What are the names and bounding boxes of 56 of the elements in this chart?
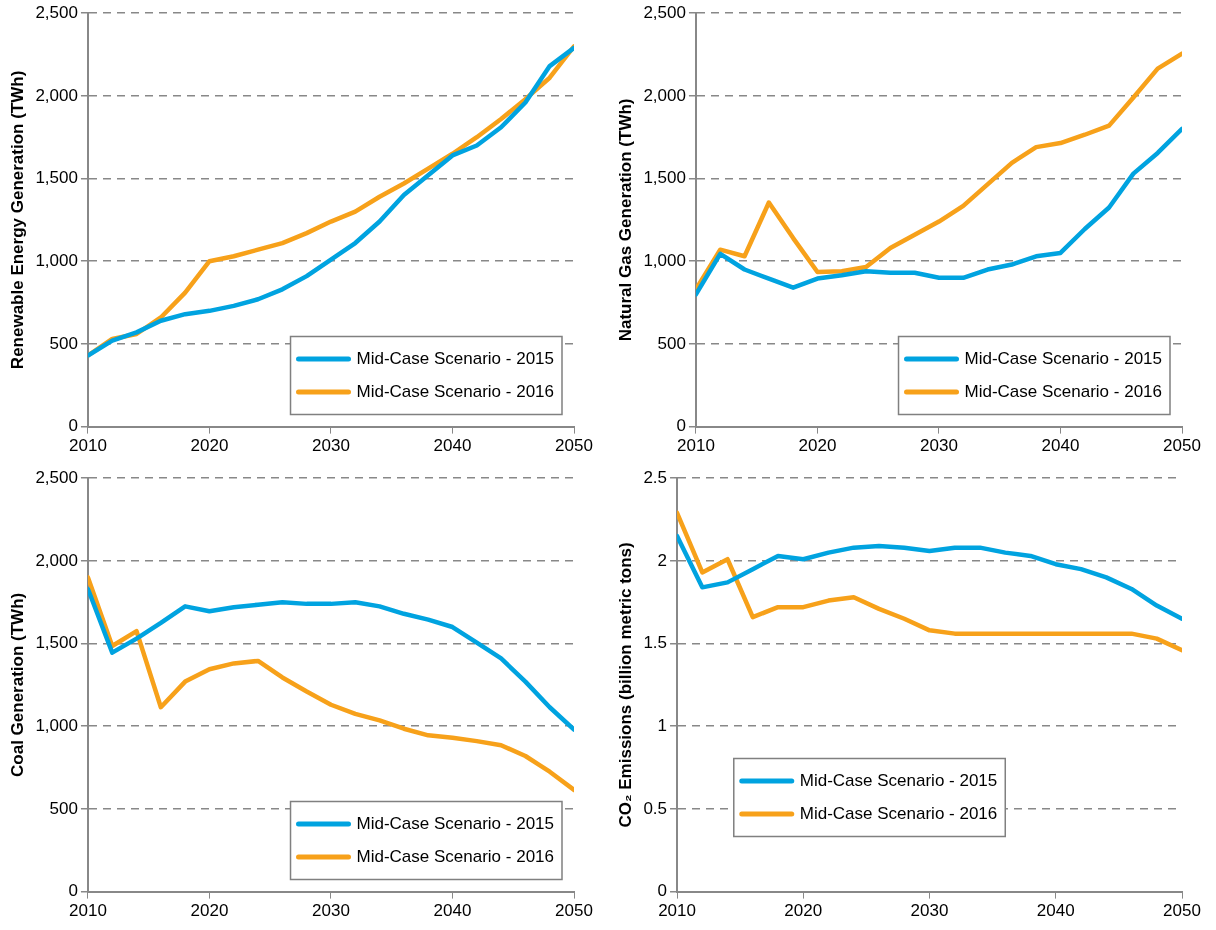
x-tick-label: 2040 <box>1041 436 1080 456</box>
y-tick-label: 2 <box>657 550 668 570</box>
legend-label: Mid-Case Scenario - 2015 <box>356 348 554 368</box>
y-tick-label: 2,000 <box>643 85 686 105</box>
x-tick-label: 2030 <box>910 901 949 921</box>
x-tick-label: 2010 <box>69 901 107 921</box>
y-axis-title: Coal Generation (TWh) <box>7 592 27 777</box>
x-tick-label: 2020 <box>784 901 823 921</box>
y-tick-label: 1,000 <box>35 250 78 270</box>
x-tick-label: 2050 <box>555 901 593 921</box>
y-tick-label: 500 <box>657 333 686 353</box>
y-tick-label: 1,500 <box>35 633 78 653</box>
y-tick-label: 1.5 <box>643 633 668 653</box>
y-tick-label: 500 <box>49 798 78 818</box>
x-tick-label: 2020 <box>190 901 229 921</box>
y-tick-label: 2.5 <box>643 467 668 487</box>
y-tick-label: 2,000 <box>35 85 78 105</box>
legend-label: Mid-Case Scenario - 2016 <box>356 381 554 401</box>
x-tick-label: 2010 <box>658 901 696 921</box>
y-axis-title: Natural Gas Generation (TWh) <box>615 98 635 342</box>
y-tick-label: 1,500 <box>35 168 78 188</box>
y-tick-label: 500 <box>49 333 78 353</box>
y-tick-label: 2,500 <box>643 2 686 22</box>
x-tick-label: 2040 <box>433 436 472 456</box>
x-tick-label: 2050 <box>1163 436 1201 456</box>
y-tick-label: 1 <box>657 715 668 735</box>
x-tick-label: 2010 <box>677 436 715 456</box>
x-tick-label: 2010 <box>69 436 107 456</box>
x-tick-label: 2040 <box>1036 901 1075 921</box>
y-tick-label: 2,500 <box>35 467 78 487</box>
x-tick-label: 2040 <box>433 901 472 921</box>
y-tick-label: 0 <box>68 881 78 901</box>
y-tick-label: 2,000 <box>35 550 78 570</box>
y-tick-label: 0 <box>676 416 686 436</box>
y-axis-title: CO₂ Emissions (billion metric tons) <box>615 542 635 828</box>
y-tick-label: 1,000 <box>35 715 78 735</box>
x-tick-label: 2030 <box>312 436 350 456</box>
x-tick-label: 2020 <box>190 436 229 456</box>
y-tick-label: 1,500 <box>643 168 686 188</box>
x-tick-label: 2020 <box>798 436 837 456</box>
x-tick-label: 2030 <box>312 901 350 921</box>
y-tick-label: 1,000 <box>643 250 686 270</box>
legend-label: Mid-Case Scenario - 2016 <box>356 846 554 866</box>
y-tick-label: 2,500 <box>35 2 78 22</box>
x-tick-label: 2050 <box>555 436 593 456</box>
x-tick-label: 2030 <box>920 436 958 456</box>
y-tick-label: 0 <box>68 416 78 436</box>
y-axis-title: Renewable Energy Generation (TWh) <box>7 70 27 370</box>
legend-label: Mid-Case Scenario - 2015 <box>799 770 998 790</box>
x-tick-label: 2050 <box>1163 901 1201 921</box>
legend-label: Mid-Case Scenario - 2015 <box>356 813 554 833</box>
y-tick-label: 0 <box>657 881 668 901</box>
y-tick-label: 0.5 <box>643 798 668 818</box>
legend-label: Mid-Case Scenario - 2016 <box>799 803 998 823</box>
legend-label: Mid-Case Scenario - 2016 <box>964 381 1162 401</box>
legend-label: Mid-Case Scenario - 2015 <box>964 348 1162 368</box>
